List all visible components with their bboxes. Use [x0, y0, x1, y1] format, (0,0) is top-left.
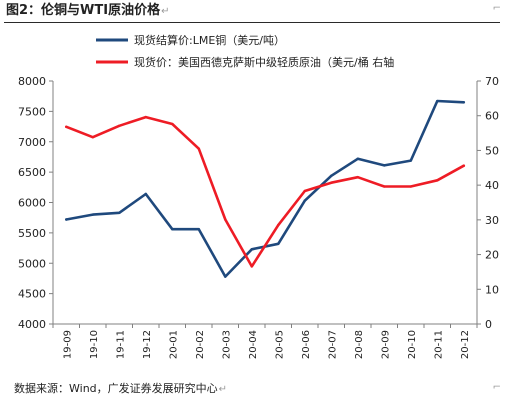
series-1-point — [356, 157, 359, 160]
series-1-point — [250, 248, 253, 251]
x-tick-label: 20-07 — [327, 330, 338, 359]
series-2-point — [197, 147, 200, 150]
x-tick-label: 20-03 — [221, 330, 232, 359]
return-mark: ↵ — [218, 384, 228, 395]
right-tick-label: 40 — [485, 179, 499, 192]
chart-legend: 现货结算价:LME铜（美元/吨） 现货价：美国西德克萨斯中级轻质原油（美元/桶 右… — [96, 33, 394, 69]
x-axis: 19-09 19-10 19-11 19-12 20-01 20-02 20-03 20-04… — [52, 323, 478, 359]
left-tick-label: 6000 — [18, 197, 46, 210]
series-2-point — [171, 122, 174, 126]
series-1-point — [303, 199, 306, 202]
series-1-point — [197, 228, 200, 231]
series-2-point — [224, 218, 227, 221]
x-tick-label: 20-11 — [433, 330, 444, 359]
series-2-point — [65, 125, 68, 129]
x-tick-label: 20-04 — [248, 330, 259, 359]
series-2-point — [118, 124, 121, 127]
right-tick-label: 70 — [485, 75, 499, 88]
series-2-point — [356, 175, 359, 179]
legend-label-1: 现货结算价:LME铜（美元/吨） — [134, 33, 285, 47]
x-tick-label: 20-05 — [274, 330, 285, 359]
corner-mark: ⌐ — [492, 3, 501, 14]
left-tick-label: 5500 — [18, 227, 46, 240]
series-1-point — [144, 192, 147, 196]
series-2-point — [144, 115, 147, 119]
x-tick-label: 19-10 — [89, 330, 100, 359]
right-tick-label: 10 — [485, 283, 499, 296]
left-tick-label: 4500 — [18, 288, 46, 301]
x-tick-label: 20-02 — [195, 330, 206, 359]
left-y-axis: 4000 4500 5000 5500 6000 6500 7000 7500 8000 — [18, 75, 54, 331]
right-tick-label: 50 — [485, 144, 499, 157]
x-tick-label: 20-06 — [301, 330, 312, 359]
series-1-point — [224, 275, 227, 278]
x-tick-label: 19-09 — [62, 330, 73, 359]
series-1-point — [171, 228, 174, 231]
series-1-point — [118, 211, 121, 215]
series-2-point — [462, 164, 465, 167]
series-2-point — [436, 179, 439, 182]
series-2-point — [303, 189, 306, 193]
series-2-point — [277, 223, 280, 227]
series-1-point — [91, 213, 94, 216]
x-tick-label: 20-12 — [460, 330, 471, 359]
right-tick-label: 0 — [485, 318, 492, 331]
x-tick-label: 20-10 — [407, 330, 418, 359]
series-1-point — [436, 99, 439, 103]
left-tick-label: 4000 — [18, 318, 46, 331]
left-tick-label: 7000 — [18, 136, 46, 149]
series-1-point — [65, 218, 68, 221]
right-tick-label: 20 — [485, 249, 499, 262]
series-2-point — [383, 185, 386, 188]
x-tick-label: 19-12 — [142, 330, 153, 359]
left-tick-label: 6500 — [18, 166, 46, 179]
left-tick-label: 7500 — [18, 105, 46, 118]
figure-title: 图2：伦铜与WTI原油价格↵ — [6, 3, 170, 18]
series-2-point — [91, 136, 94, 139]
source-note: 数据来源：Wind，广发证券发展研究中心↵ — [14, 382, 228, 395]
right-tick-label: 60 — [485, 110, 499, 123]
left-tick-label: 8000 — [18, 75, 46, 88]
series-line-2 — [65, 115, 466, 268]
return-mark: ↵ — [161, 6, 170, 17]
series-1-point — [383, 164, 386, 167]
series-1-point — [462, 101, 465, 104]
title-divider — [4, 22, 500, 23]
x-tick-label: 20-09 — [380, 330, 391, 359]
series-2-point — [330, 181, 333, 184]
right-y-axis: 0 10 20 30 40 50 60 70 — [476, 75, 499, 331]
corner-mark: ⌐ — [492, 382, 501, 393]
series-1-point — [409, 159, 412, 162]
legend-label-2: 现货价：美国西德克萨斯中级轻质原油（美元/桶 右轴 — [134, 55, 394, 69]
series-2-point — [409, 185, 412, 188]
left-tick-label: 5000 — [18, 257, 46, 270]
series-line-1 — [65, 99, 466, 278]
x-tick-label: 20-01 — [168, 330, 179, 359]
x-tick-label: 20-08 — [354, 330, 365, 359]
series-1-point — [277, 242, 280, 246]
series-1-point — [330, 174, 333, 177]
series-2-point — [250, 265, 253, 268]
right-tick-label: 30 — [485, 214, 499, 227]
series-layer — [65, 99, 466, 278]
x-tick-label: 19-11 — [115, 330, 126, 359]
